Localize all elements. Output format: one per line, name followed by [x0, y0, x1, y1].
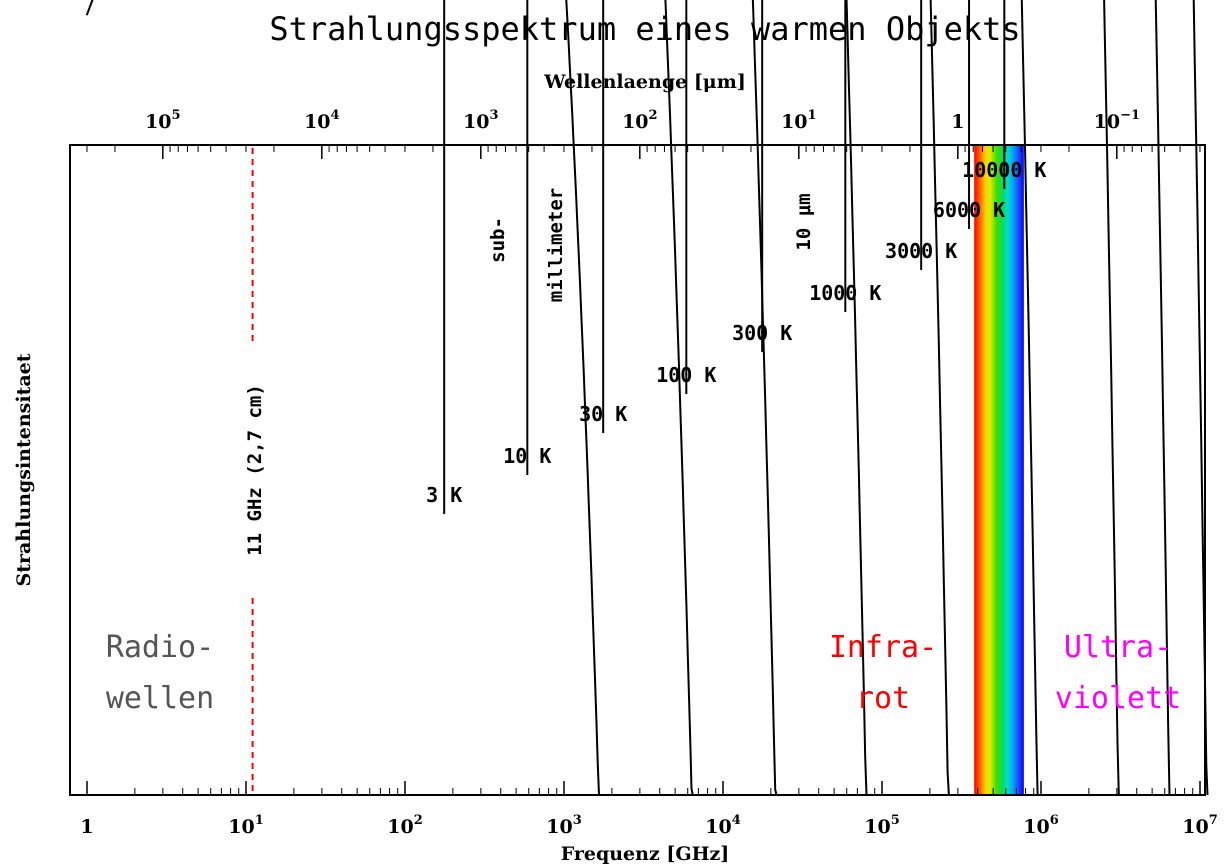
x-tick-label: 101: [228, 813, 264, 838]
x-tick-label: 102: [387, 813, 423, 838]
x2-axis-title: Wellenlaenge [μm]: [543, 71, 746, 93]
visible-spectrum-band: [974, 145, 1024, 795]
infrared-label-1: Infra-: [829, 630, 937, 665]
ultraviolet-label-1: Ultra-: [1064, 630, 1172, 665]
x-axis-title: Frequenz [GHz]: [561, 843, 730, 865]
plot-frame: [69, 144, 1206, 796]
x2-tick-label: 101: [781, 108, 817, 133]
line-11ghz-label: 11 GHz (2,7 cm): [244, 384, 266, 556]
background-layer: [251, 145, 1024, 795]
x2-tick-label: 102: [622, 108, 658, 133]
curve-label: 300 K: [732, 321, 792, 345]
curve-label: 30 K: [579, 402, 627, 426]
curve-label: 6000 K: [933, 198, 1005, 222]
x-tick-label: 104: [705, 813, 741, 838]
x-tick-label: 106: [1023, 813, 1059, 838]
curve-label: 10 K: [503, 444, 551, 468]
ultraviolet-label-2: violett: [1055, 681, 1181, 716]
radio-label-2: wellen: [106, 681, 214, 716]
chart-title: Strahlungsspektrum eines warmen Objekts: [269, 10, 1020, 48]
sub-label: sub-: [487, 217, 509, 263]
x-tick-label: 103: [546, 813, 582, 838]
curve-300k: [929, 0, 950, 796]
x2-tick-label: 103: [463, 108, 499, 133]
curve-label: 10000 K: [962, 158, 1046, 182]
x2-tick-label: 104: [304, 108, 340, 133]
x2-tick-label: 10−1: [1094, 108, 1140, 133]
curve-label: 3000 K: [885, 239, 957, 263]
curve-1000k: [1020, 0, 1039, 796]
axis-ticks: 1 101 102 103 104 105 106 107 105 104 103 102 101 1 10…: [80, 108, 1217, 838]
curve-label: 100 K: [656, 363, 716, 387]
infrared-label-2: rot: [856, 681, 910, 716]
y-axis-title: Strahlungsintensitaet: [13, 353, 35, 586]
x-tick-label: 1: [80, 816, 93, 838]
ten-micron-label: 10 μm: [793, 193, 815, 250]
radio-label-1: Radio-: [106, 630, 214, 665]
x2-tick-label: 105: [145, 108, 181, 133]
curve-label: 1000 K: [809, 281, 881, 305]
curve-30k: [751, 0, 778, 796]
curve-label: 3 K: [426, 483, 462, 507]
x-tick-label: 105: [864, 813, 900, 838]
x-tick-label: 107: [1182, 813, 1218, 838]
millimeter-label: millimeter: [545, 188, 567, 302]
x2-tick-label: 1: [951, 111, 964, 133]
